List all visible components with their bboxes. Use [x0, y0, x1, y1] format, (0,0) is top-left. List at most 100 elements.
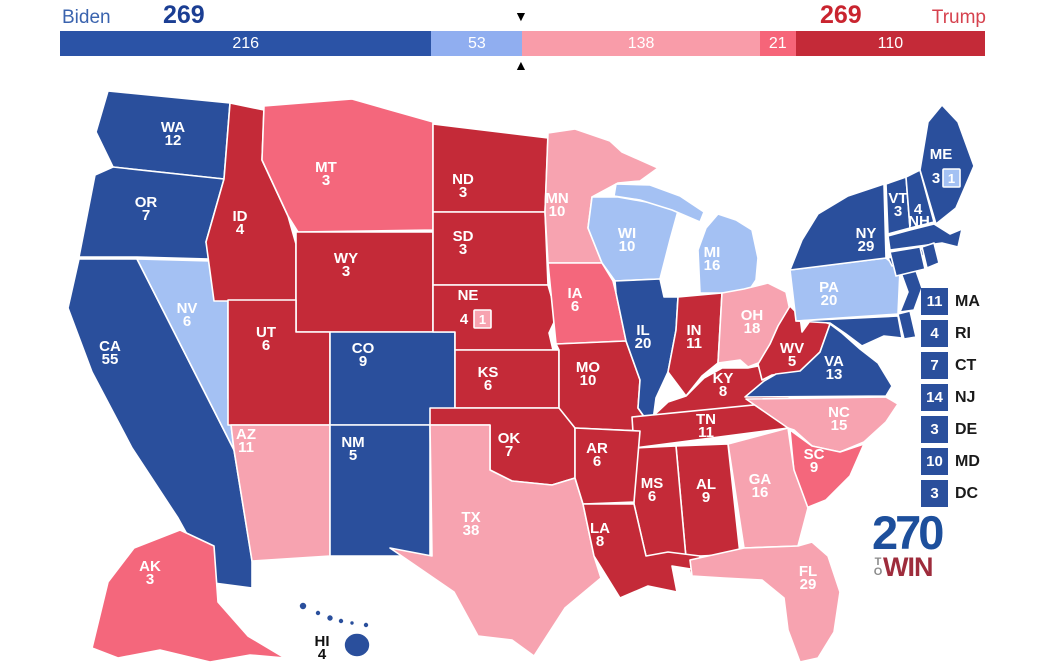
- state-label-sc: SC 9: [804, 446, 825, 476]
- state-list-item-nj: 14 NJ: [921, 384, 975, 411]
- state-hi[interactable]: [298, 601, 371, 658]
- state-label-ks: KS 6: [478, 364, 499, 394]
- state-label-sd: SD 3: [453, 228, 474, 258]
- state-list-item-md: 10 MD: [921, 448, 980, 475]
- state-nd[interactable]: [432, 123, 549, 213]
- state-square-ri[interactable]: 4: [921, 320, 948, 347]
- state-me[interactable]: [919, 104, 975, 225]
- state-label-ok: OK 7: [498, 430, 521, 460]
- district-votes-me: 1: [948, 171, 955, 186]
- state-label-il: IL 20: [635, 322, 652, 352]
- state-list-item-ri: 4 RI: [921, 320, 971, 347]
- state-or[interactable]: [78, 166, 225, 260]
- state-ak[interactable]: [91, 529, 286, 663]
- trump-name-label: Trump: [931, 7, 986, 28]
- state-label-az: AZ 11: [236, 426, 256, 456]
- state-list-label-ma: MA: [955, 292, 980, 310]
- state-label-wv: WV 5: [780, 340, 804, 370]
- state-label-va: VA 13: [824, 353, 844, 383]
- state-votes-me: 3: [932, 170, 940, 187]
- state-il[interactable]: [614, 278, 679, 429]
- state-label-ia: IA 6: [568, 285, 583, 315]
- biden-total-votes: 269: [163, 1, 205, 29]
- bar-segment-lean-biden: 53: [431, 31, 523, 56]
- logo-to-text: TO: [872, 556, 884, 576]
- state-label-al: AL 9: [696, 476, 716, 506]
- state-label-nd: ND 3: [452, 171, 474, 201]
- state-square-de[interactable]: 3: [921, 416, 948, 443]
- bar-segment-safe-biden: 216: [60, 31, 432, 56]
- state-list-label-dc: DC: [955, 484, 979, 502]
- bar-segment-likely-trump: 21: [759, 31, 796, 56]
- state-mi[interactable]: [613, 183, 759, 294]
- state-list-label-ri: RI: [955, 324, 971, 342]
- state-de[interactable]: [897, 310, 917, 340]
- state-label-or: OR 7: [135, 194, 158, 224]
- state-ma[interactable]: [887, 223, 963, 251]
- victory-threshold-marker-bottom-icon: ▲: [514, 57, 528, 73]
- district-box-me[interactable]: [942, 168, 961, 188]
- state-wy[interactable]: [295, 231, 434, 333]
- state-va[interactable]: [744, 323, 893, 398]
- state-label-ak: AK 3: [139, 558, 161, 588]
- state-label-id: ID 4: [233, 208, 248, 238]
- state-label-hi: HI 4: [315, 633, 330, 663]
- state-ri[interactable]: [921, 242, 940, 269]
- state-square-ma[interactable]: 11: [921, 288, 948, 315]
- state-list-label-ct: CT: [955, 356, 977, 374]
- state-label-fl: FL 29: [799, 563, 817, 593]
- state-label-nv: NV 6: [177, 300, 198, 330]
- state-label-pa: PA 20: [819, 279, 839, 309]
- state-label-la: LA 8: [590, 520, 610, 550]
- state-label-ca: CA 55: [99, 338, 121, 368]
- state-label-in: IN 11: [686, 322, 702, 352]
- state-tx[interactable]: [389, 424, 602, 657]
- 270towin-logo[interactable]: 270 TO WIN: [872, 506, 944, 582]
- state-list-label-md: MD: [955, 452, 980, 470]
- state-list-item-de: 3 DE: [921, 416, 977, 443]
- state-label-mn: MN 10: [545, 190, 568, 220]
- state-sd[interactable]: [432, 211, 549, 286]
- electoral-vote-bar: 216 53 138 21 110: [60, 31, 985, 56]
- state-label-oh: OH 18: [741, 307, 764, 337]
- state-square-dc[interactable]: 3: [921, 480, 948, 507]
- state-nh[interactable]: [905, 169, 935, 229]
- state-list-label-nj: NJ: [955, 388, 976, 406]
- state-square-md[interactable]: 10: [921, 448, 948, 475]
- state-label-vt: VT 3: [888, 190, 907, 220]
- bar-segment-safe-trump: 110: [795, 31, 985, 56]
- state-label-mt: MT 3: [315, 159, 337, 189]
- state-ar[interactable]: [574, 427, 641, 505]
- state-list-item-ct: 7 CT: [921, 352, 976, 379]
- state-square-nj[interactable]: 14: [921, 384, 948, 411]
- state-az[interactable]: [230, 424, 331, 562]
- logo-270-text: 270: [872, 506, 944, 559]
- state-mt[interactable]: [261, 98, 434, 233]
- state-label-ut: UT 6: [256, 324, 276, 354]
- state-label-ky: KY 8: [713, 370, 734, 400]
- state-label-wi: WI 10: [618, 225, 636, 255]
- district-box-ne[interactable]: [473, 309, 492, 329]
- state-list-label-de: DE: [955, 420, 978, 438]
- state-label-me: ME: [930, 146, 953, 163]
- state-square-ct[interactable]: 7: [921, 352, 948, 379]
- state-label-tx: TX 38: [461, 509, 480, 539]
- state-label-mo: MO 10: [576, 359, 600, 389]
- state-label-ar: AR 6: [586, 440, 608, 470]
- state-label-wy: WY 3: [334, 250, 358, 280]
- state-ks[interactable]: [454, 349, 560, 409]
- state-ct[interactable]: [889, 246, 926, 277]
- trump-total-votes: 269: [820, 1, 862, 29]
- state-fl[interactable]: [689, 541, 841, 663]
- bar-segment-lean-trump: 138: [522, 31, 760, 56]
- state-nc[interactable]: [745, 396, 899, 453]
- state-label-co: CO 9: [352, 340, 375, 370]
- state-label-ms: MS 6: [641, 475, 664, 505]
- biden-name-label: Biden: [62, 7, 111, 28]
- logo-win-text: WIN: [883, 552, 933, 582]
- state-label-mi: MI 16: [704, 244, 721, 274]
- state-list-item-dc: 3 DC: [921, 480, 978, 507]
- state-la[interactable]: [582, 503, 701, 599]
- victory-threshold-marker-top-icon: ▼: [514, 8, 528, 24]
